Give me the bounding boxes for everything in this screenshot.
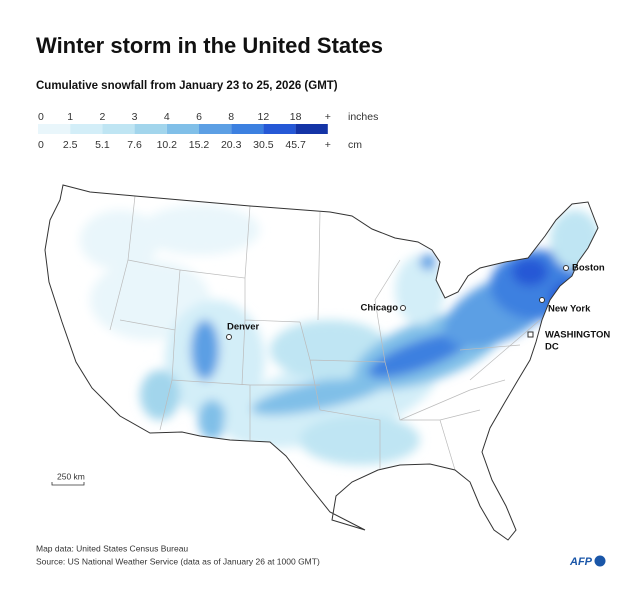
- logo-dot: [594, 555, 606, 567]
- legend-swatch: [38, 124, 71, 134]
- legend-cm-label: 2.5: [63, 139, 78, 151]
- legend-cm-label: 7.6: [127, 139, 142, 151]
- map: [44, 184, 599, 541]
- legend-inch-label: 4: [164, 111, 170, 123]
- legend-swatch: [166, 124, 199, 134]
- legend-cm-label: 45.7: [285, 139, 306, 151]
- legend-cm-label: +: [325, 139, 331, 151]
- legend-unit: cm: [348, 139, 362, 151]
- legend-swatch: [102, 124, 135, 134]
- legend-swatch: [134, 124, 167, 134]
- scale-label: 250 km: [57, 471, 85, 481]
- legend-inch-label: 12: [258, 111, 270, 123]
- legend-unit: inches: [348, 111, 378, 123]
- legend-swatch: [70, 124, 103, 134]
- legend-swatch: [295, 124, 328, 134]
- legend-swatch: [199, 124, 232, 134]
- scale-bar: 250 km: [51, 471, 85, 486]
- legend-inch-label: 0: [38, 111, 44, 123]
- legend-swatch: [231, 124, 264, 134]
- legend-inch-label: 18: [290, 111, 302, 123]
- legend-inch-label: +: [325, 111, 331, 123]
- legend-inch-label: 3: [132, 111, 138, 123]
- legend-cm-label: 30.5: [253, 139, 274, 151]
- legend-cm-label: 0: [38, 139, 44, 151]
- subtitle: Cumulative snowfall from January 23 to 2…: [36, 80, 338, 92]
- map-data-note: Map data: United States Census Bureau: [36, 543, 188, 553]
- logo: AFP: [569, 556, 593, 568]
- source-note: Source: US National Weather Service (dat…: [36, 556, 320, 566]
- city-label: WASHINGTON: [545, 330, 610, 341]
- cities: Boston New York Chicago Denver WASHINGTO…: [226, 263, 610, 353]
- city-label: New York: [548, 304, 591, 315]
- legend-swatch: [263, 124, 296, 134]
- legend-inch-label: 6: [196, 111, 202, 123]
- legend-cm-label: 10.2: [157, 139, 178, 151]
- city-label: Boston: [572, 263, 605, 274]
- legend-inch-label: 1: [67, 111, 73, 123]
- state-borders: [109, 195, 541, 471]
- title: Winter storm in the United States: [36, 33, 383, 58]
- city-label: Denver: [227, 322, 260, 333]
- legend-inch-label: 2: [99, 111, 105, 123]
- legend-cm-label: 15.2: [189, 139, 210, 151]
- legend-inch-label: 8: [228, 111, 234, 123]
- city-label: Chicago: [361, 303, 399, 314]
- legend: 0 1 2 3 4 6 8 12 18 +0 2.5 5.1 7.6 10.2 15.2 20.3 30.5 45…: [38, 111, 378, 151]
- city-label: DC: [545, 342, 559, 353]
- legend-cm-label: 5.1: [95, 139, 110, 151]
- legend-cm-label: 20.3: [221, 139, 242, 151]
